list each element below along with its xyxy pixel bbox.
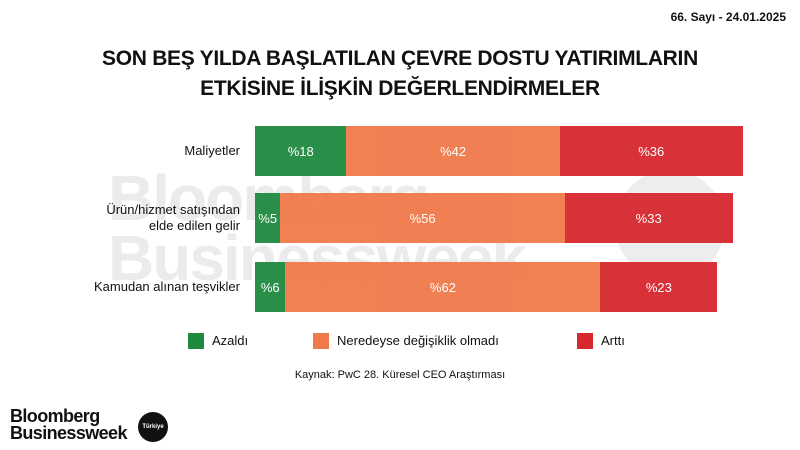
legend-label: Arttı [601, 333, 625, 348]
legend-swatch [188, 333, 204, 349]
source: Kaynak: PwC 28. Küresel CEO Araştırması [294, 369, 506, 381]
value-label: %62 [429, 279, 456, 295]
legend-swatch [577, 333, 593, 349]
logo-badge: Türkiye [138, 412, 168, 442]
value-label: %56 [409, 210, 436, 226]
bar-segment: %36 [559, 126, 743, 176]
value-label: %23 [645, 279, 672, 295]
logo: Bloomberg Businessweek [10, 406, 127, 443]
logo-line: Businessweek [10, 423, 127, 443]
chart-title: ETKİSİNE İLİŞKİN DEĞERLENDİRMELER [200, 77, 600, 100]
value-label: %6 [260, 279, 280, 295]
issue-date: 66. Sayı - 24.01.2025 [670, 10, 786, 24]
value-label: %36 [638, 143, 665, 159]
legend-label: Azaldı [212, 333, 249, 348]
chart-title: SON BEŞ YILDA BAŞLATILAN ÇEVRE DOSTU YAT… [102, 47, 698, 70]
legend-label: Neredeyse değişiklik olmadı [337, 333, 499, 348]
legend-swatch [313, 333, 329, 349]
bar-segment: %62 [285, 262, 601, 312]
bar-segment: %42 [346, 126, 560, 176]
category-label: Kamudan alınan teşvikler [94, 279, 240, 294]
value-label: %33 [635, 210, 662, 226]
bar-segment: %6 [255, 262, 286, 312]
bar-segment: %5 [255, 193, 281, 243]
logo-line: Bloomberg [10, 406, 100, 426]
bar-segment: %56 [280, 193, 565, 243]
value-label: %18 [287, 143, 314, 159]
bar-segment: %33 [564, 193, 733, 243]
bar-segment: %23 [600, 262, 718, 312]
value-label: %5 [258, 210, 278, 226]
bar-segment: %18 [255, 126, 347, 176]
category-label: Ürün/hizmet satışından elde edilen gelir [106, 202, 240, 233]
category-label: Maliyetler [184, 143, 240, 158]
value-label: %42 [440, 143, 467, 159]
